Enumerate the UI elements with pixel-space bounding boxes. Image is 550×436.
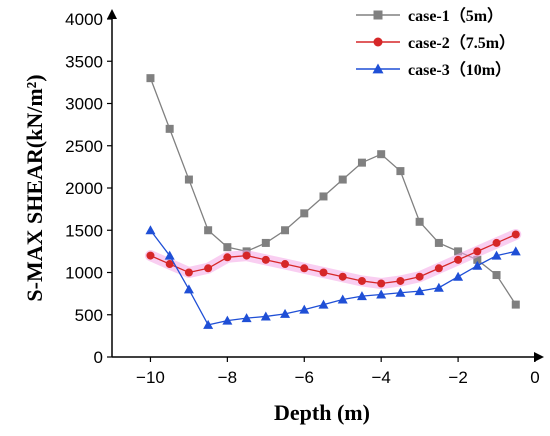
series-3-point — [183, 284, 194, 294]
series-2-point — [377, 279, 386, 288]
series-3-point — [491, 250, 502, 260]
series-1-point — [511, 300, 520, 309]
series-3-point — [222, 315, 233, 325]
series-2-point — [300, 264, 309, 273]
y-tick-label: 500 — [75, 306, 103, 325]
y-tick-label: 2500 — [65, 137, 103, 156]
series-3-point — [280, 308, 291, 318]
series-1-point — [492, 271, 501, 280]
series-3-point — [453, 271, 464, 281]
legend: case-1（5m） case-2（7.5m） case-3（10m） — [356, 7, 515, 79]
series-2 — [144, 228, 522, 289]
series-3-point — [260, 311, 271, 321]
x-tick-label: 0 — [530, 368, 539, 387]
series-1-point — [300, 209, 309, 218]
series-3-point — [414, 286, 425, 296]
series-3-point — [318, 299, 329, 309]
x-axis-arrow-icon — [534, 352, 544, 362]
y-tick-label: 1000 — [65, 264, 103, 283]
series-3-point — [433, 282, 444, 292]
series-3-point — [203, 319, 214, 329]
y-tick-label: 0 — [94, 348, 103, 367]
series-3-point — [395, 287, 406, 297]
series-1-point — [184, 175, 193, 184]
series-3-point — [356, 291, 367, 301]
series-2-point — [184, 268, 193, 277]
series-1-point — [396, 167, 405, 176]
series-3-point — [145, 225, 156, 235]
legend-label: case-2（7.5m） — [408, 34, 515, 52]
series-1-point — [261, 238, 270, 247]
series-2-point — [396, 276, 405, 285]
x-tick-label: −2 — [448, 368, 467, 387]
series-2-point — [146, 251, 155, 260]
legend-marker — [373, 37, 383, 47]
legend-marker — [372, 63, 384, 74]
series-3-point — [472, 260, 483, 270]
y-tick-label: 1500 — [65, 221, 103, 240]
series-2-point — [415, 272, 424, 281]
series-1-point — [204, 226, 213, 235]
series-2-point — [204, 264, 213, 273]
plot-area — [144, 74, 522, 329]
series-1-point — [223, 243, 232, 252]
series-1-point — [454, 247, 463, 256]
series-1-point — [338, 175, 347, 184]
series-3 — [145, 225, 521, 329]
series-3-point — [337, 294, 348, 304]
y-tick-label: 3500 — [65, 52, 103, 71]
x-tick-label: −8 — [218, 368, 237, 387]
x-tick-label: −4 — [371, 368, 390, 387]
legend-label: case-3（10m） — [408, 61, 511, 79]
y-tick-label: 4000 — [65, 10, 103, 29]
series-3-point — [376, 289, 387, 299]
series-2-point — [261, 255, 270, 264]
series-1-point — [377, 150, 386, 159]
legend-label: case-1（5m） — [408, 7, 503, 25]
y-axis-title: S-MAX SHEAR(kN/m²) — [22, 74, 47, 301]
x-axis-title: Depth (m) — [274, 400, 370, 425]
series-3-point — [510, 246, 521, 256]
x-tick-label: −6 — [295, 368, 314, 387]
series-3-point — [299, 304, 310, 314]
y-tick-label: 2000 — [65, 179, 103, 198]
series-2-point — [511, 230, 520, 239]
series-2-point — [319, 268, 328, 277]
series-1 — [146, 74, 520, 309]
series-2-point — [165, 260, 174, 269]
legend-marker — [373, 10, 383, 20]
series-1-point — [319, 192, 328, 201]
y-tick-label: 3000 — [65, 95, 103, 114]
series-1-point — [415, 217, 424, 226]
series-1-point — [473, 255, 482, 264]
series-1-point — [357, 158, 366, 167]
series-2-point — [357, 276, 366, 285]
series-2-point — [281, 260, 290, 269]
series-3-point — [164, 250, 175, 260]
x-tick-label: −10 — [136, 368, 165, 387]
series-1-point — [165, 124, 174, 133]
series-2-point — [242, 251, 251, 260]
series-2-point — [434, 264, 443, 273]
series-1-point — [434, 238, 443, 247]
series-1-point — [281, 226, 290, 235]
series-2-point — [492, 238, 501, 247]
series-1-point — [146, 74, 155, 83]
series-3-point — [241, 313, 252, 323]
series-2-point — [338, 272, 347, 281]
series-2-point — [473, 247, 482, 256]
axes: 0 500 1000 1500 2000 2500 3000 3500 4000 −10 −8 −6 −… — [65, 9, 544, 387]
series-2-point — [454, 255, 463, 264]
series-2-point — [223, 253, 232, 262]
y-axis-arrow-icon — [107, 9, 117, 19]
